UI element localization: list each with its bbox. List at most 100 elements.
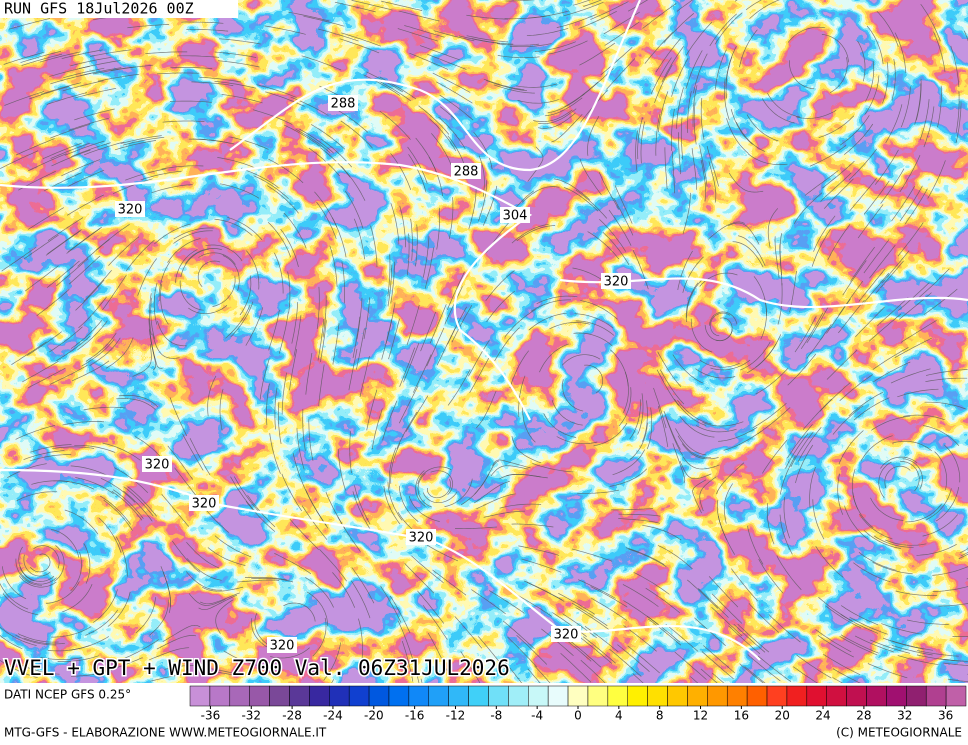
streamline	[486, 80, 528, 92]
streamline	[269, 433, 281, 474]
streamline	[288, 11, 330, 22]
streamline	[535, 41, 576, 52]
streamline	[897, 388, 939, 398]
streamline	[424, 247, 434, 289]
streamline	[718, 426, 758, 442]
streamline	[857, 204, 884, 239]
streamline	[527, 10, 570, 19]
colorbar-tick-label: 32	[897, 709, 912, 723]
streamline	[102, 442, 141, 461]
streamline	[433, 30, 475, 42]
streamline	[731, 568, 759, 602]
streamline	[563, 187, 599, 212]
streamline	[65, 169, 105, 188]
colorbar-swatch	[687, 685, 708, 707]
streamline	[299, 128, 334, 154]
streamline	[645, 587, 681, 614]
streamline	[642, 400, 648, 442]
streamline	[66, 228, 101, 254]
streamline	[383, 486, 401, 525]
streamline	[761, 98, 795, 124]
streamline	[790, 431, 814, 468]
streamline	[36, 288, 70, 316]
streamline	[422, 605, 448, 640]
streamline	[185, 248, 222, 264]
streamline	[212, 275, 236, 307]
streamline	[708, 221, 745, 240]
streamline	[280, 228, 299, 267]
streamline	[332, 572, 356, 608]
streamline	[718, 516, 736, 555]
contour-label: 320	[145, 458, 170, 473]
streamline	[454, 526, 497, 530]
streamline	[575, 607, 611, 632]
streamline	[23, 554, 51, 577]
streamline	[45, 581, 80, 604]
streamline	[180, 248, 209, 278]
streamline	[840, 634, 879, 654]
streamline	[522, 403, 536, 443]
contour-label: 320	[118, 203, 143, 218]
streamline	[873, 361, 911, 383]
streamline	[932, 586, 968, 592]
streamline	[80, 67, 122, 77]
contour-line	[0, 161, 533, 421]
colorbar-tick-label: -16	[405, 709, 425, 723]
streamline	[20, 50, 61, 63]
streamline	[422, 491, 458, 504]
streamline	[723, 483, 733, 524]
streamline	[198, 252, 236, 265]
colorbar-swatch	[547, 685, 569, 707]
streamline	[390, 443, 401, 484]
streamline	[115, 536, 128, 577]
streamline	[518, 375, 526, 417]
streamline	[682, 192, 691, 235]
streamline	[66, 194, 104, 216]
colorbar-swatch	[528, 685, 549, 707]
streamline	[446, 271, 465, 311]
streamline	[872, 347, 909, 370]
streamline	[823, 654, 861, 676]
streamline	[359, 355, 370, 397]
streamline	[352, 316, 361, 359]
streamline	[483, 78, 525, 91]
streamline	[182, 433, 204, 471]
streamline	[521, 558, 562, 573]
streamline	[674, 398, 707, 426]
streamline	[256, 84, 297, 98]
streamline	[863, 180, 890, 215]
streamline	[214, 218, 253, 236]
streamline	[352, 491, 371, 530]
streamline	[923, 106, 935, 148]
streamline	[580, 300, 618, 320]
streamline	[806, 324, 832, 359]
streamline	[46, 260, 80, 288]
streamline	[671, 58, 689, 97]
streamline	[672, 443, 686, 484]
streamline	[703, 645, 736, 674]
streamline	[637, 393, 644, 435]
streamline	[230, 301, 254, 338]
streamline	[609, 648, 642, 677]
streamline	[680, 117, 683, 160]
streamline	[532, 463, 574, 473]
streamline	[266, 383, 270, 426]
streamline	[306, 591, 329, 627]
streamline	[186, 541, 220, 569]
streamline	[755, 367, 789, 395]
streamline	[399, 347, 416, 387]
streamline	[762, 439, 788, 474]
colorbar-swatch	[309, 685, 330, 707]
streamline	[699, 272, 738, 287]
streamline	[27, 207, 64, 230]
streamline	[733, 623, 766, 653]
streamline	[538, 108, 577, 125]
streamline	[724, 78, 730, 121]
streamline	[530, 299, 571, 312]
streamline	[301, 505, 328, 540]
streamline	[125, 168, 166, 181]
streamline	[806, 306, 829, 344]
streamline	[75, 477, 114, 495]
streamline	[274, 252, 284, 294]
streamline	[838, 430, 864, 465]
